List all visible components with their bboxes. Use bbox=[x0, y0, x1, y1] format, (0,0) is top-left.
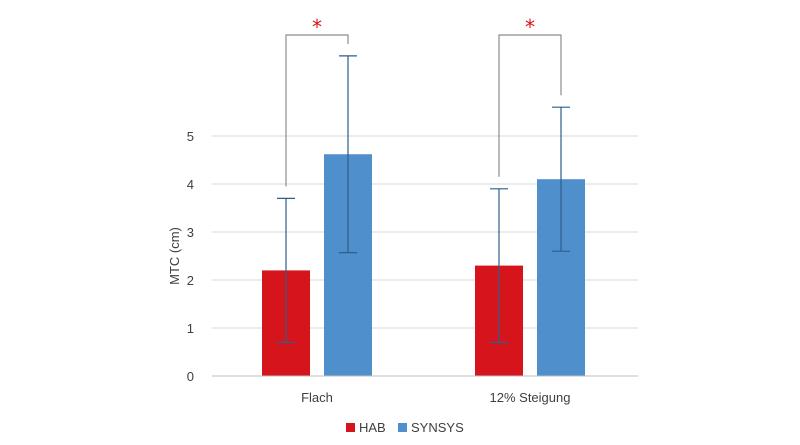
y-tick-label-0: 0 bbox=[187, 369, 194, 384]
y-tick-label-5: 5 bbox=[187, 129, 194, 144]
significance-star-2: * bbox=[525, 15, 535, 39]
bracket-line bbox=[498, 34, 562, 177]
significance-bracket-1 bbox=[285, 34, 349, 187]
legend: HAB SYNSYS bbox=[346, 420, 464, 435]
category-labels: Flach 12% Steigung bbox=[301, 390, 570, 405]
legend-swatch-synsys bbox=[398, 423, 407, 432]
y-axis-title: MTC (cm) bbox=[167, 227, 182, 285]
bracket-line bbox=[285, 34, 349, 187]
error-bar-synsys-2 bbox=[552, 106, 570, 252]
legend-label-hab: HAB bbox=[359, 420, 386, 435]
legend-swatch-hab bbox=[346, 423, 355, 432]
y-tick-label-2: 2 bbox=[187, 273, 194, 288]
significance-star-1: * bbox=[312, 15, 322, 39]
error-bar-hab-2 bbox=[490, 188, 508, 343]
category-label-1: Flach bbox=[301, 390, 333, 405]
y-tick-label-4: 4 bbox=[187, 177, 194, 192]
significance-brackets: * * bbox=[285, 15, 562, 187]
significance-bracket-2 bbox=[498, 34, 562, 177]
error-bar-hab-1 bbox=[277, 197, 295, 343]
bars bbox=[262, 154, 585, 376]
error-bars bbox=[277, 55, 570, 343]
y-axis-tick-labels: 0 1 2 3 4 5 bbox=[187, 129, 194, 384]
error-bar-synsys-1 bbox=[339, 55, 357, 254]
category-label-2: 12% Steigung bbox=[490, 390, 571, 405]
legend-label-synsys: SYNSYS bbox=[411, 420, 464, 435]
y-tick-label-3: 3 bbox=[187, 225, 194, 240]
y-tick-label-1: 1 bbox=[187, 321, 194, 336]
